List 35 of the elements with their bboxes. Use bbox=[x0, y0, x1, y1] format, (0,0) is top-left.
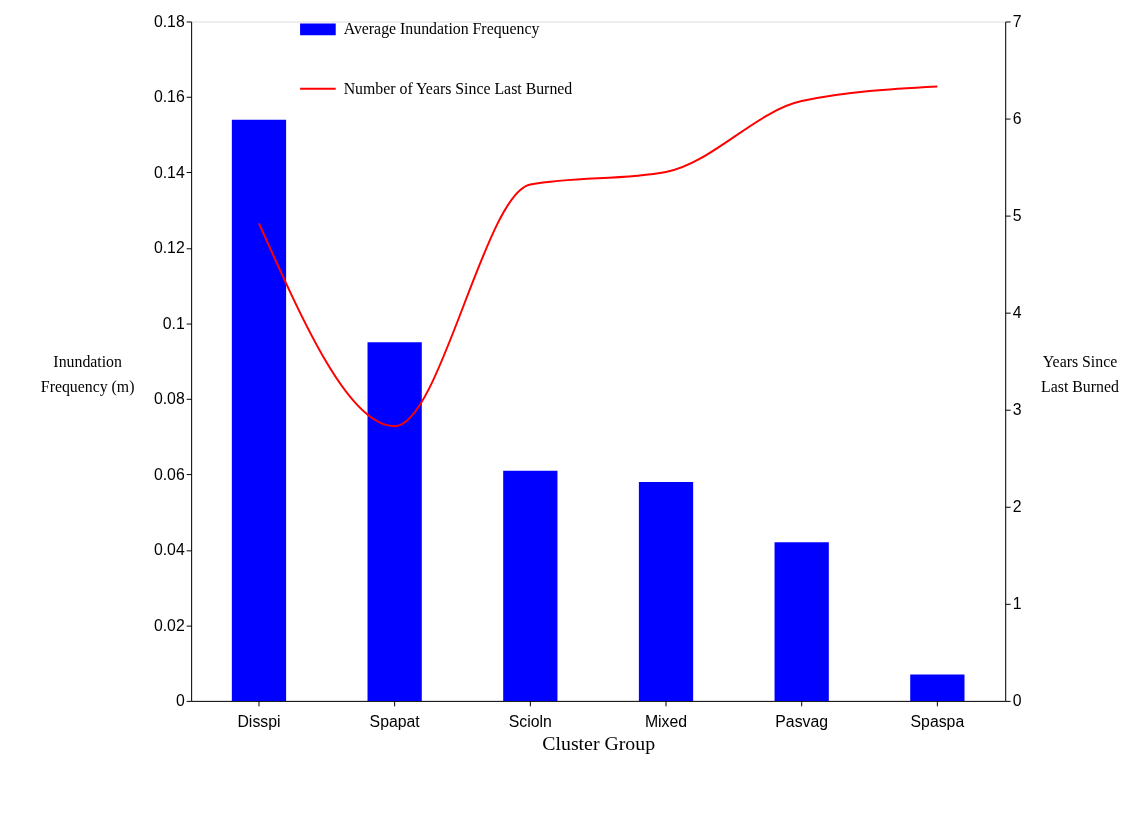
y2-tick-label: 3 bbox=[1012, 401, 1022, 419]
y-tick-label: 0.14 bbox=[153, 163, 185, 181]
y2-tick-label: 7 bbox=[1012, 12, 1022, 30]
y-tick-label: 0 bbox=[175, 692, 185, 710]
y2-axis-title: Years Since Last Burned bbox=[1041, 352, 1119, 396]
y-tick-label: 0.16 bbox=[153, 88, 185, 106]
y-tick-label: 0.04 bbox=[153, 541, 185, 559]
y-tick-label: 0.12 bbox=[153, 239, 185, 257]
y-tick-label: 0.06 bbox=[153, 465, 185, 483]
bar bbox=[638, 481, 694, 701]
y-tick-label: 0.1 bbox=[162, 314, 185, 332]
y-tick-label: 0.02 bbox=[153, 616, 185, 634]
y2-tick-label: 1 bbox=[1012, 595, 1022, 613]
bar bbox=[774, 542, 829, 701]
x-tick-label: Spaspa bbox=[910, 713, 965, 731]
bar bbox=[910, 674, 965, 701]
bar bbox=[367, 342, 422, 701]
y2-tick-label: 0 bbox=[1012, 692, 1022, 710]
bar bbox=[503, 470, 558, 701]
x-axis-title: Cluster Group bbox=[542, 731, 656, 754]
y-tick-label: 0.08 bbox=[153, 390, 185, 408]
y2-tick-label: 4 bbox=[1012, 304, 1022, 322]
y2-tick-label: 6 bbox=[1012, 110, 1022, 127]
y-axis-title: Inundation Frequency (m) bbox=[40, 352, 135, 397]
x-tick-label: Pasvag bbox=[775, 713, 829, 731]
y2-tick-label: 2 bbox=[1012, 498, 1022, 516]
x-tick-label: Disspi bbox=[237, 713, 281, 731]
x-tick-label: Mixed bbox=[644, 713, 688, 731]
bar bbox=[231, 119, 287, 701]
legend-label: Average Inundation Frequency bbox=[343, 20, 540, 39]
legend-label: Number of Years Since Last Burned bbox=[343, 79, 573, 97]
y2-tick-label: 5 bbox=[1012, 207, 1022, 225]
y-tick-label: 0.18 bbox=[153, 12, 185, 30]
x-tick-label: Spapat bbox=[369, 713, 421, 731]
x-tick-label: Scioln bbox=[508, 713, 552, 731]
